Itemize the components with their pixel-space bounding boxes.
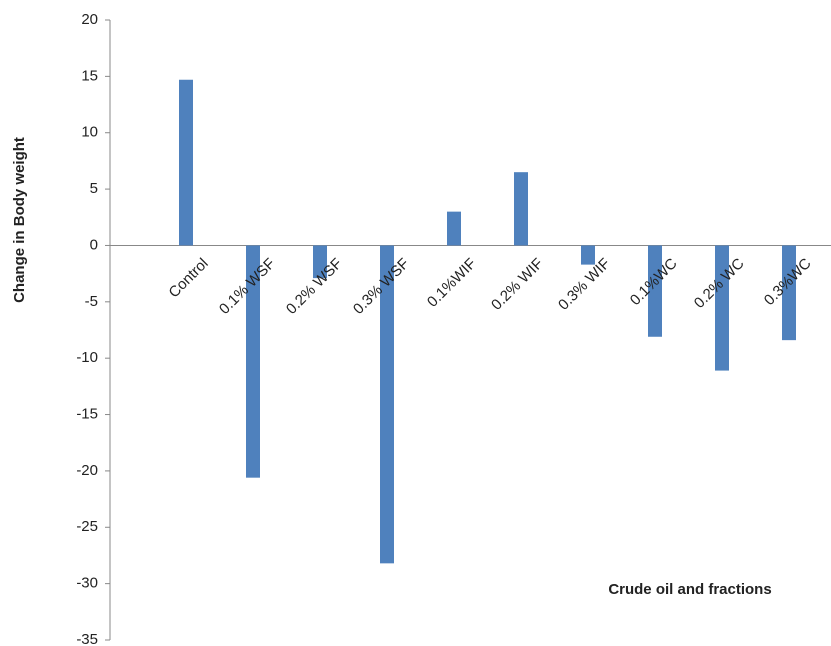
bar: [380, 245, 394, 564]
bar: [581, 245, 595, 265]
y-axis-label: Change in Body weight: [11, 137, 28, 303]
bar: [648, 245, 662, 337]
bar: [179, 79, 193, 246]
y-tick-label: 15: [81, 67, 98, 84]
bar: [313, 245, 327, 279]
x-tick-label: 0.1%WIF: [424, 255, 480, 311]
bar: [782, 245, 796, 341]
y-tick-label: 0: [90, 236, 98, 253]
bar: [246, 245, 260, 478]
y-tick-label: -5: [85, 293, 98, 310]
y-tick-label: 20: [81, 11, 98, 28]
y-tick-label: -30: [76, 575, 98, 592]
y-tick-label: -35: [76, 631, 98, 646]
bar: [715, 245, 729, 371]
y-tick-label: 10: [81, 124, 98, 141]
y-tick-label: -20: [76, 462, 98, 479]
bar: [514, 172, 528, 246]
x-axis-label: Crude oil and fractions: [608, 581, 771, 598]
bar: [447, 211, 461, 246]
x-tick-label: Control: [165, 255, 211, 301]
y-tick-label: -10: [76, 349, 98, 366]
y-tick-label: -25: [76, 518, 98, 535]
x-tick-label: 0.2% WIF: [488, 255, 547, 314]
y-tick-label: -15: [76, 406, 98, 423]
y-tick-label: 5: [90, 180, 98, 197]
